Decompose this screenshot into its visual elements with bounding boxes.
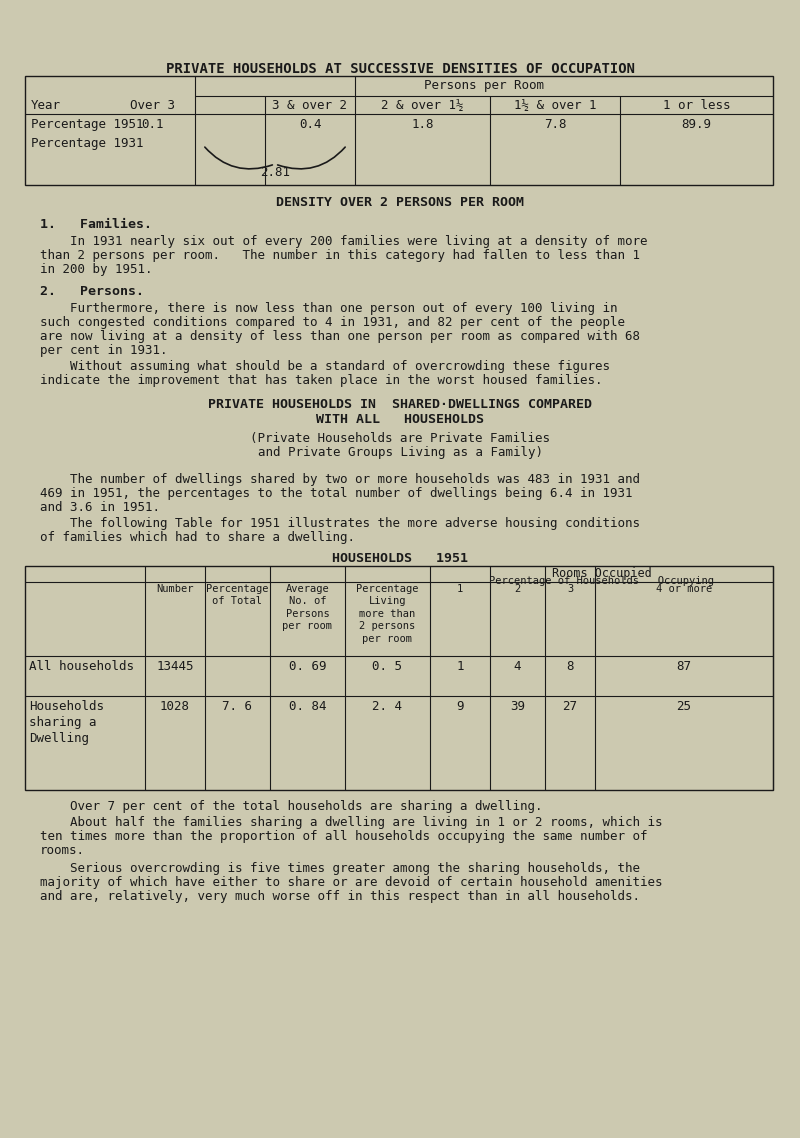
- Text: 3 & over 2: 3 & over 2: [273, 99, 347, 112]
- Text: 0.1: 0.1: [142, 118, 164, 131]
- Text: of families which had to share a dwelling.: of families which had to share a dwellin…: [40, 531, 355, 544]
- Text: and Private Groups Living as a Family): and Private Groups Living as a Family): [258, 446, 542, 459]
- Text: 2.81: 2.81: [260, 166, 290, 179]
- Text: per cent in 1931.: per cent in 1931.: [40, 344, 167, 357]
- Text: Percentage
Living
more than
2 persons
per room: Percentage Living more than 2 persons pe…: [356, 584, 418, 644]
- Text: PRIVATE HOUSEHOLDS AT SUCCESSIVE DENSITIES OF OCCUPATION: PRIVATE HOUSEHOLDS AT SUCCESSIVE DENSITI…: [166, 61, 634, 76]
- Text: The number of dwellings shared by two or more households was 483 in 1931 and: The number of dwellings shared by two or…: [40, 473, 640, 486]
- Text: 1½ & over 1: 1½ & over 1: [514, 99, 596, 112]
- Text: 13445: 13445: [156, 660, 194, 673]
- Text: 87: 87: [677, 660, 691, 673]
- Bar: [25, 566, 773, 790]
- Text: 1: 1: [456, 660, 464, 673]
- Text: 7. 6: 7. 6: [222, 700, 253, 714]
- Text: Over 7 per cent of the total households are sharing a dwelling.: Over 7 per cent of the total households …: [40, 800, 542, 813]
- Text: 39: 39: [510, 700, 525, 714]
- Text: Year: Year: [31, 99, 61, 112]
- Text: Households
sharing a
Dwelling: Households sharing a Dwelling: [29, 700, 104, 745]
- Text: 2: 2: [514, 584, 521, 594]
- Text: The following Table for 1951 illustrates the more adverse housing conditions: The following Table for 1951 illustrates…: [40, 517, 640, 530]
- Text: 1 or less: 1 or less: [662, 99, 730, 112]
- Text: ten times more than the proportion of all households occupying the same number o: ten times more than the proportion of al…: [40, 830, 647, 843]
- Text: 7.8: 7.8: [544, 118, 566, 131]
- Text: In 1931 nearly six out of every 200 families were living at a density of more: In 1931 nearly six out of every 200 fami…: [40, 236, 647, 248]
- Text: Over 3: Over 3: [130, 99, 175, 112]
- Text: DENSITY OVER 2 PERSONS PER ROOM: DENSITY OVER 2 PERSONS PER ROOM: [276, 196, 524, 209]
- Text: 4: 4: [514, 660, 522, 673]
- Text: PRIVATE HOUSEHOLDS IN  SHARED·DWELLINGS COMPARED: PRIVATE HOUSEHOLDS IN SHARED·DWELLINGS C…: [208, 398, 592, 411]
- Text: Serious overcrowding is five times greater among the sharing households, the: Serious overcrowding is five times great…: [40, 861, 640, 875]
- Text: 0. 5: 0. 5: [373, 660, 402, 673]
- Text: 25: 25: [677, 700, 691, 714]
- Text: rooms.: rooms.: [40, 844, 85, 857]
- Text: 0. 69: 0. 69: [289, 660, 326, 673]
- Text: 0. 84: 0. 84: [289, 700, 326, 714]
- Text: 469 in 1951, the percentages to the total number of dwellings being 6.4 in 1931: 469 in 1951, the percentages to the tota…: [40, 487, 633, 500]
- Text: indicate the improvement that has taken place in the worst housed families.: indicate the improvement that has taken …: [40, 374, 602, 387]
- Text: 1.   Families.: 1. Families.: [40, 218, 152, 231]
- Text: Persons per Room: Persons per Room: [424, 79, 544, 92]
- Text: 0.4: 0.4: [298, 118, 322, 131]
- Text: (Private Households are Private Families: (Private Households are Private Families: [250, 432, 550, 445]
- Text: 8: 8: [566, 660, 574, 673]
- Text: Number: Number: [156, 584, 194, 594]
- Text: WITH ALL   HOUSEHOLDS: WITH ALL HOUSEHOLDS: [316, 413, 484, 426]
- Text: 3: 3: [567, 584, 573, 594]
- Text: Percentage of Households   Occupying: Percentage of Households Occupying: [489, 576, 714, 586]
- Text: and are, relatively, very much worse off in this respect than in all households.: and are, relatively, very much worse off…: [40, 890, 640, 902]
- Text: About half the families sharing a dwelling are living in 1 or 2 rooms, which is: About half the families sharing a dwelli…: [40, 816, 662, 828]
- Text: Percentage 1931: Percentage 1931: [31, 137, 143, 150]
- Text: 9: 9: [456, 700, 464, 714]
- Text: 1028: 1028: [160, 700, 190, 714]
- Text: Without assuming what should be a standard of overcrowding these figures: Without assuming what should be a standa…: [40, 360, 610, 373]
- Text: 4 or more: 4 or more: [656, 584, 712, 594]
- Text: 2 & over 1½: 2 & over 1½: [382, 99, 464, 112]
- Text: All households: All households: [29, 660, 134, 673]
- Text: and 3.6 in 1951.: and 3.6 in 1951.: [40, 501, 160, 514]
- Text: 1.8: 1.8: [411, 118, 434, 131]
- Text: Furthermore, there is now less than one person out of every 100 living in: Furthermore, there is now less than one …: [40, 302, 618, 315]
- Text: 1: 1: [457, 584, 463, 594]
- Text: in 200 by 1951.: in 200 by 1951.: [40, 263, 153, 277]
- Bar: [25, 76, 773, 185]
- Text: 27: 27: [562, 700, 578, 714]
- Text: Percentage
of Total: Percentage of Total: [206, 584, 269, 607]
- Text: Percentage 1951: Percentage 1951: [31, 118, 143, 131]
- Text: 2. 4: 2. 4: [373, 700, 402, 714]
- Text: such congested conditions compared to 4 in 1931, and 82 per cent of the people: such congested conditions compared to 4 …: [40, 316, 625, 329]
- Text: HOUSEHOLDS   1951: HOUSEHOLDS 1951: [332, 552, 468, 564]
- Text: than 2 persons per room.   The number in this category had fallen to less than 1: than 2 persons per room. The number in t…: [40, 249, 640, 262]
- Text: 89.9: 89.9: [682, 118, 711, 131]
- Text: Rooms Occupied: Rooms Occupied: [552, 567, 651, 580]
- Text: are now living at a density of less than one person per room as compared with 68: are now living at a density of less than…: [40, 330, 640, 343]
- Text: 2.   Persons.: 2. Persons.: [40, 284, 144, 298]
- Text: Average
No. of
Persons
per room: Average No. of Persons per room: [282, 584, 333, 632]
- Text: majority of which have either to share or are devoid of certain household amenit: majority of which have either to share o…: [40, 876, 662, 889]
